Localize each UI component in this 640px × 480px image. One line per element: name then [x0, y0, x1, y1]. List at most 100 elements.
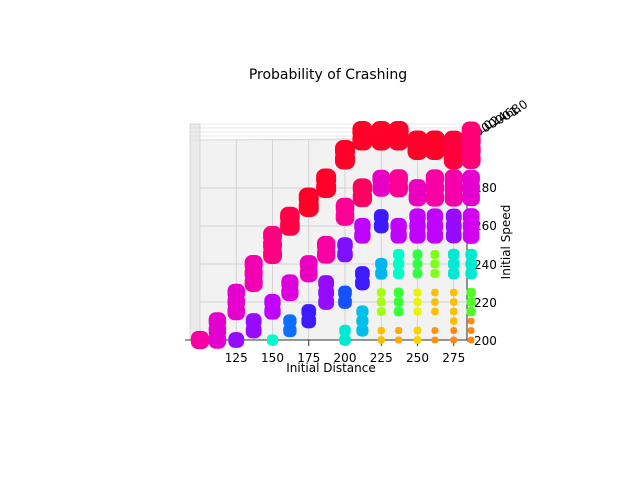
data-point — [372, 169, 391, 188]
data-point — [465, 258, 477, 270]
data-point — [375, 257, 388, 271]
data-point — [425, 169, 445, 188]
data-point — [462, 169, 480, 188]
data-point — [352, 178, 373, 198]
data-point — [373, 209, 389, 224]
data-point — [447, 248, 460, 261]
x-tick-label: 250 — [406, 351, 429, 365]
data-point — [352, 121, 373, 141]
x-tick-label: 150 — [261, 351, 284, 365]
x-tick-label: 200 — [334, 351, 357, 365]
data-point — [190, 330, 210, 350]
data-point — [450, 307, 458, 316]
data-point — [244, 254, 263, 274]
data-point — [426, 208, 444, 225]
data-point — [339, 324, 351, 337]
data-point — [430, 259, 440, 269]
data-point — [450, 327, 458, 334]
data-point — [413, 307, 422, 316]
data-point — [450, 288, 458, 297]
data-point — [447, 258, 460, 270]
data-point — [339, 334, 351, 346]
data-point — [465, 267, 477, 280]
x-tick-label: 175 — [297, 351, 320, 365]
data-point — [318, 275, 335, 291]
data-point — [395, 336, 403, 344]
y-tick-label: 200 — [474, 334, 497, 348]
data-point — [408, 179, 427, 197]
data-point — [376, 288, 386, 297]
data-point — [431, 327, 439, 334]
x-axis-label: Initial Distance — [286, 361, 376, 375]
x-tick-label: 125 — [225, 351, 248, 365]
data-point — [412, 249, 423, 260]
data-point — [266, 334, 279, 346]
data-point — [461, 121, 481, 141]
data-point — [375, 267, 388, 280]
data-point — [450, 317, 458, 325]
data-point — [447, 267, 460, 280]
data-point — [413, 288, 422, 297]
y-tick-label: 260 — [474, 219, 497, 233]
data-point — [356, 305, 369, 318]
data-point — [283, 314, 297, 328]
data-point — [413, 336, 422, 344]
data-point — [356, 314, 369, 328]
y-axis-ticks: 200 220 240 260 180 — [467, 181, 497, 348]
data-point — [450, 298, 458, 306]
data-point — [263, 226, 282, 245]
data-point — [389, 169, 408, 188]
data-point — [467, 317, 475, 325]
data-point — [393, 306, 404, 317]
y-tick-label: 240 — [474, 258, 497, 272]
data-point — [377, 326, 385, 335]
data-point — [409, 208, 426, 225]
scatter-points — [190, 121, 481, 350]
back-pane — [189, 123, 201, 341]
data-point — [337, 237, 353, 253]
data-point — [465, 248, 477, 261]
data-point — [444, 169, 463, 188]
data-point — [264, 293, 281, 311]
y-tick-label: 180 — [474, 181, 497, 195]
data-point — [245, 313, 262, 329]
x-axis-ticks: 125 150 175 200 225 250 275 — [225, 340, 465, 365]
data-point — [467, 327, 475, 334]
data-point — [413, 326, 422, 335]
data-point — [227, 283, 245, 302]
data-point — [393, 287, 404, 298]
data-point — [354, 217, 371, 235]
x-tick-label: 275 — [442, 351, 465, 365]
data-point — [395, 326, 403, 335]
data-point — [281, 274, 299, 292]
data-point — [280, 206, 300, 227]
data-point — [462, 208, 480, 225]
chart-title: Probability of Crashing — [249, 67, 407, 83]
data-point — [431, 307, 439, 316]
data-point — [355, 266, 370, 281]
data-point — [393, 297, 404, 307]
data-point — [431, 288, 439, 297]
data-point — [376, 297, 386, 307]
data-point — [299, 255, 318, 273]
data-point — [298, 187, 319, 208]
y-tick-label: 220 — [474, 296, 497, 310]
data-point — [412, 268, 423, 279]
data-point — [466, 297, 476, 307]
data-point — [335, 197, 355, 217]
data-point — [388, 121, 409, 141]
data-point — [430, 268, 440, 279]
data-point — [413, 297, 422, 307]
data-point — [445, 208, 462, 225]
y-axis-label: Initial Speed — [499, 205, 513, 280]
data-point — [208, 312, 227, 330]
data-point — [392, 267, 405, 280]
data-point — [424, 130, 445, 151]
x-tick-label: 225 — [370, 351, 393, 365]
data-point — [392, 248, 405, 261]
data-point — [466, 287, 476, 298]
data-point — [371, 121, 392, 141]
data-point — [467, 336, 475, 344]
data-point — [450, 336, 458, 344]
